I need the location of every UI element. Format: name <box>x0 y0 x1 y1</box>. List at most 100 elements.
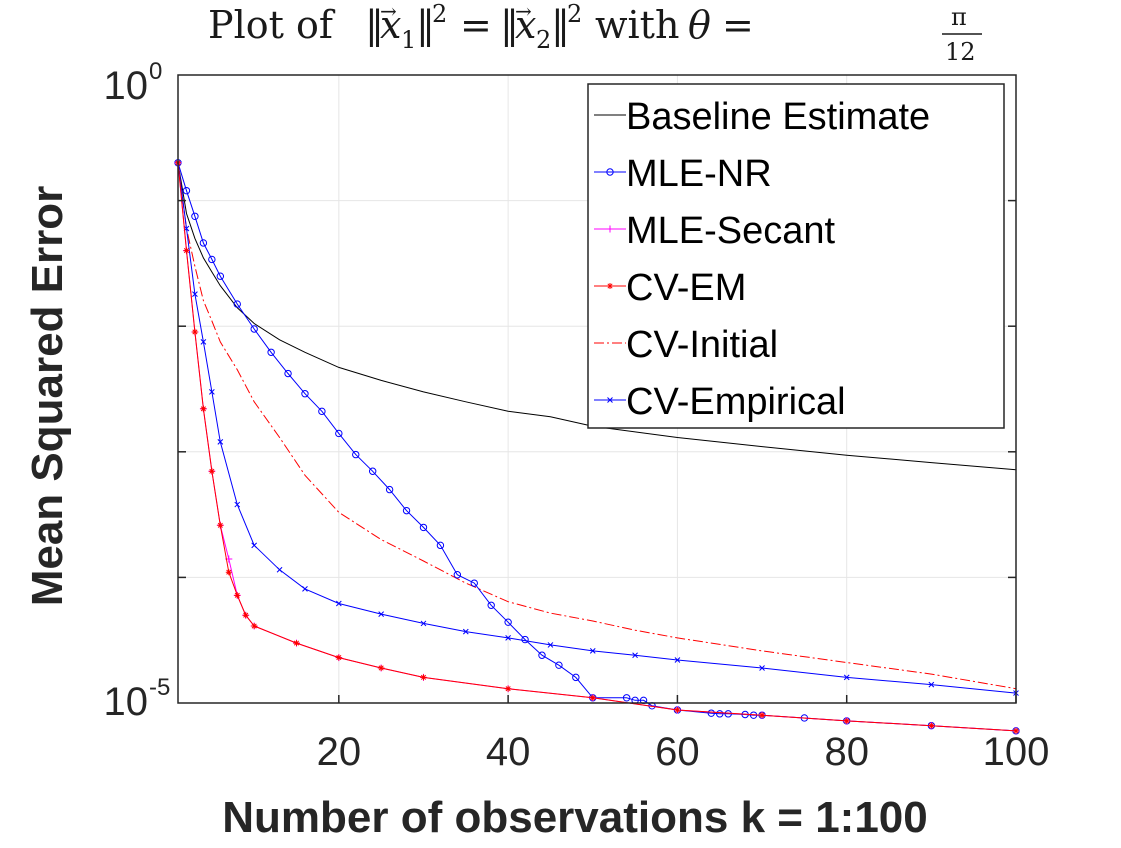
legend-entry-cv-initial: CV-Initial <box>594 324 778 366</box>
marker-circle-15 <box>385 485 394 494</box>
title-norm-open-1: ‖ <box>365 3 384 47</box>
marker-circle-4 <box>208 255 216 264</box>
series-baseline-estimate <box>177 162 1017 471</box>
marker-circle-6 <box>233 300 241 308</box>
marker-star-17 <box>759 712 766 719</box>
x-tick-label-40: 40 <box>486 730 531 774</box>
marker-x-13 <box>462 628 469 635</box>
x-tick-label-20: 20 <box>317 730 362 774</box>
marker-star-8 <box>242 612 249 619</box>
marker-circle-10 <box>301 390 309 398</box>
legend-entry-baseline-estimate: Baseline Estimate <box>594 96 930 138</box>
title-plot-of: Plot of <box>208 3 336 47</box>
marker-star-6 <box>225 569 232 576</box>
marker-star-14 <box>505 685 512 692</box>
marker-star-10 <box>293 640 300 647</box>
marker-x-20 <box>843 674 850 681</box>
marker-x-6 <box>234 501 241 508</box>
marker-x-16 <box>589 648 596 654</box>
legend-label-cv-empirical: CV-Empirical <box>626 381 846 423</box>
title-arrow-1: → <box>380 0 397 23</box>
x-tick-label-100: 100 <box>983 730 1050 774</box>
marker-x-11 <box>378 611 385 617</box>
marker-star-16 <box>674 706 681 713</box>
marker-circle-7 <box>250 325 258 333</box>
title-den: 12 <box>945 38 976 66</box>
marker-x-17 <box>632 652 638 659</box>
title-sub-2: 2 <box>536 26 551 54</box>
marker-x-7 <box>251 542 258 549</box>
legend-entry-cv-em: CV-EM <box>594 267 746 309</box>
y-axis-ticks: 10 010 -5 <box>104 58 1016 724</box>
marker-circle-13 <box>352 450 360 459</box>
x-axis-ticks: 20 40 60 80 100 <box>317 695 1050 774</box>
title-norm-close-2: ‖ <box>551 3 570 47</box>
legend-label-baseline-estimate: Baseline Estimate <box>626 96 930 138</box>
title-theta: θ <box>688 3 711 47</box>
marker-circle-34 <box>716 710 724 718</box>
marker-star-18 <box>843 717 850 724</box>
marker-circle-20 <box>470 579 478 587</box>
y-tick-label-base: 10 <box>104 64 149 108</box>
marker-circle-3 <box>199 239 208 247</box>
x-axis-label: Number of observations k = 1:100 <box>222 793 927 842</box>
marker-star-7 <box>234 592 241 599</box>
marker-circle-1 <box>182 186 191 195</box>
marker-circle-8 <box>267 348 275 356</box>
marker-circle-legend <box>606 168 614 176</box>
marker-x-legend <box>607 397 613 403</box>
title-norm-close-1: ‖ <box>416 3 435 47</box>
marker-x-3 <box>200 339 207 345</box>
marker-x-12 <box>420 620 427 627</box>
plot-area <box>174 159 1020 735</box>
marker-circle-33 <box>707 709 715 717</box>
title-norm-open-2: ‖ <box>500 3 519 47</box>
y-tick-label-exponent: 0 <box>149 58 162 85</box>
marker-x-2 <box>192 291 198 297</box>
marker-circle-22 <box>504 618 512 626</box>
legend-entry-cv-empirical: CV-Empirical <box>594 381 846 423</box>
marker-circle-18 <box>436 541 445 550</box>
marker-star-15 <box>589 694 596 701</box>
marker-circle-14 <box>368 467 377 475</box>
legend-label-mle-secant: MLE-Secant <box>626 210 836 252</box>
marker-star-1 <box>183 247 190 254</box>
marker-x-14 <box>505 635 511 641</box>
marker-star-20 <box>1013 727 1019 734</box>
legend-box <box>587 83 1005 429</box>
series-line-mle-nr <box>177 162 1017 732</box>
title-with: with <box>595 3 679 47</box>
marker-x-19 <box>759 665 765 671</box>
chart-title: Plot of ‖ → x 1 ‖ 2 = ‖ → x 2 ‖ 2 with θ… <box>208 0 982 66</box>
title-x-1: x <box>380 3 401 47</box>
marker-circle-24 <box>538 651 546 659</box>
marker-x-5 <box>217 439 224 445</box>
title-eq: = <box>460 3 492 47</box>
title-sq-1: 2 <box>432 0 447 28</box>
marker-star-12 <box>378 664 385 671</box>
marker-star-5 <box>217 522 224 529</box>
marker-x-10 <box>335 600 342 607</box>
marker-star-3 <box>200 405 207 412</box>
legend-label-cv-initial: CV-Initial <box>626 324 778 366</box>
marker-circle-17 <box>419 523 428 532</box>
legend-label-cv-em: CV-EM <box>626 267 746 309</box>
y-tick-label-exponent: -5 <box>149 674 170 701</box>
marker-circle-9 <box>284 369 292 378</box>
series-cv-em <box>175 159 1019 734</box>
marker-circle-23 <box>521 635 529 644</box>
marker-circle-19 <box>453 571 462 579</box>
axes-box <box>177 74 1017 704</box>
marker-circle-11 <box>318 407 326 416</box>
marker-star-4 <box>208 468 215 475</box>
marker-x-9 <box>302 586 308 592</box>
marker-circle-2 <box>191 212 199 220</box>
marker-x-8 <box>276 566 283 573</box>
y-tick-label-base: 10 <box>104 680 149 724</box>
legend-entry-mle-nr: MLE-NR <box>594 153 772 195</box>
marker-x-18 <box>674 657 681 663</box>
marker-plus-legend <box>606 225 614 233</box>
marker-circle-21 <box>487 601 495 609</box>
marker-circle-28 <box>622 694 631 702</box>
